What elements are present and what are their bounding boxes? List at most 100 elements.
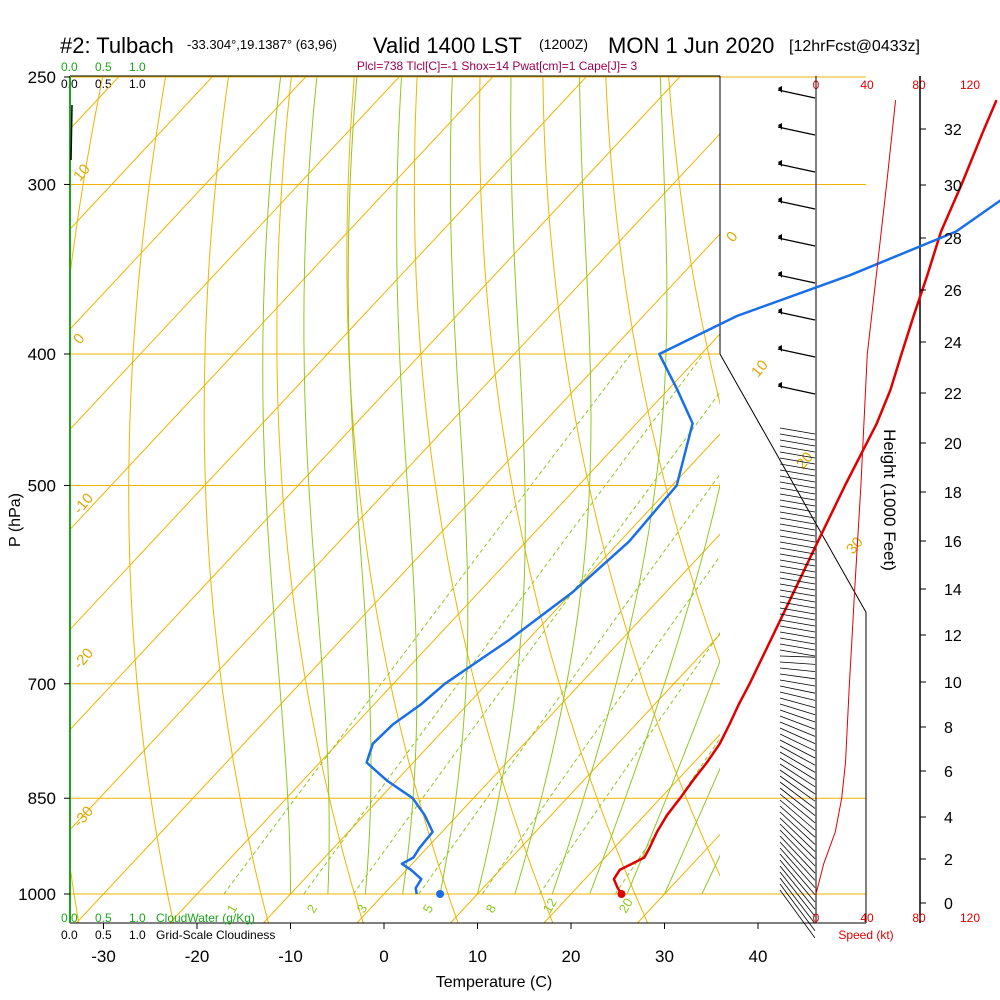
dry-adiabat-line bbox=[346, 76, 459, 923]
wind-barb bbox=[779, 787, 816, 816]
dry-adiabat-line bbox=[128, 76, 174, 923]
wind-barb bbox=[779, 703, 816, 716]
surface-temperature-marker bbox=[617, 890, 626, 898]
cloud-water-title: CloudWater (g/Kg) bbox=[156, 911, 255, 925]
isotherm-line bbox=[70, 76, 307, 330]
wind-barb-pennant bbox=[778, 345, 782, 352]
height-tick-label: 6 bbox=[944, 764, 953, 781]
wind-barb bbox=[779, 643, 816, 651]
dry-adiabat-line bbox=[276, 76, 364, 923]
speed-tick: 120 bbox=[960, 78, 980, 92]
wind-barb bbox=[779, 745, 816, 766]
isotherm-label: -10 bbox=[70, 490, 97, 518]
height-tick-label: 32 bbox=[944, 122, 962, 139]
wind-barb bbox=[779, 547, 816, 555]
isotherm-line bbox=[70, 76, 588, 631]
wind-barb bbox=[779, 553, 816, 561]
mixing-ratio-label: 5 bbox=[420, 902, 437, 916]
wind-barb bbox=[779, 697, 816, 708]
wind-barb-pennant bbox=[778, 160, 782, 167]
y-axis-title: P (hPa) bbox=[7, 493, 24, 547]
plot-frame bbox=[69, 75, 921, 924]
x-tick-label: 40 bbox=[749, 947, 768, 966]
height-tick-label: 2 bbox=[944, 852, 953, 869]
speed-tick: 80 bbox=[912, 911, 926, 925]
moist-adiabat-line bbox=[589, 482, 720, 895]
x-tick-label: -20 bbox=[185, 947, 210, 966]
moist-adiabat-line bbox=[551, 76, 668, 895]
stability-indices: Plcl=738 Tlcl[C]=-1 Shox=14 Pwat[cm]=1 C… bbox=[357, 59, 638, 73]
wind-barb bbox=[779, 535, 816, 543]
sounding-traces bbox=[365, 99, 1000, 898]
wind-barb bbox=[779, 811, 816, 845]
x-tick-label: 20 bbox=[562, 947, 581, 966]
speed-title: Speed (kt) bbox=[838, 928, 893, 942]
cloud-water-tick: 0.5 bbox=[95, 60, 112, 74]
moist-adiabat-line bbox=[514, 76, 592, 895]
wind-barb bbox=[779, 433, 816, 441]
wind-barb bbox=[779, 523, 816, 531]
wind-barb bbox=[779, 661, 816, 665]
dry-adiabat-line bbox=[605, 76, 720, 663]
wind-barb bbox=[779, 871, 816, 917]
wind-barb bbox=[779, 769, 816, 795]
skew-border bbox=[719, 353, 867, 923]
wind-barb bbox=[779, 517, 816, 525]
wind-barb bbox=[779, 781, 816, 809]
mixing-ratio-line bbox=[539, 631, 720, 895]
isotherm-line bbox=[169, 333, 720, 923]
wind-barb bbox=[779, 451, 816, 459]
isotherm-label: -20 bbox=[70, 645, 97, 673]
temperature-trace bbox=[612, 99, 998, 895]
wind-barb bbox=[779, 601, 816, 609]
wind-barb bbox=[779, 637, 816, 645]
moist-adiabat-line bbox=[439, 76, 469, 895]
speed-scale-top: 0 40 80 120 bbox=[813, 78, 981, 92]
wind-barb bbox=[779, 457, 816, 465]
wind-barb bbox=[777, 274, 816, 284]
isotherm-line bbox=[70, 133, 720, 831]
wind-barb bbox=[779, 571, 816, 579]
wind-barb bbox=[779, 709, 816, 723]
moist-adiabat-line bbox=[303, 76, 330, 895]
wind-barb bbox=[779, 493, 816, 501]
station-name: #2: Tulbach bbox=[60, 33, 174, 58]
moist-adiabat-line bbox=[396, 76, 418, 895]
wind-barbs bbox=[777, 86, 816, 939]
height-tick-label: 16 bbox=[944, 534, 962, 551]
cloudiness-title: Grid-Scale Cloudiness bbox=[156, 928, 275, 942]
height-tick-label: 20 bbox=[944, 436, 962, 453]
dry-adiabat-line bbox=[668, 76, 720, 406]
wind-barb bbox=[779, 583, 816, 591]
forecast-info: [12hrFcst@0433z] bbox=[789, 38, 920, 55]
cloud-water-tick: 0.5 bbox=[95, 911, 112, 925]
wind-barb bbox=[779, 499, 816, 507]
zulu-time: (1200Z) bbox=[539, 36, 588, 52]
wind-barb-pennant bbox=[778, 123, 782, 130]
height-tick-label: 4 bbox=[944, 810, 953, 827]
isotherm-line bbox=[543, 733, 720, 923]
wind-barb bbox=[779, 739, 816, 759]
cloudiness-tick: 0.5 bbox=[95, 928, 112, 942]
wind-barb bbox=[779, 619, 816, 627]
isotherm-line bbox=[70, 76, 401, 431]
wind-barb bbox=[777, 200, 816, 210]
wind-barb bbox=[779, 607, 816, 615]
x-tick-label: -10 bbox=[278, 947, 303, 966]
wind-barb bbox=[779, 859, 816, 903]
dry-adiabat-line bbox=[479, 76, 649, 923]
p-tick-label: 300 bbox=[28, 175, 56, 194]
wind-barb bbox=[779, 463, 816, 471]
wind-barb bbox=[779, 877, 816, 924]
cloud-water-tick: 1.0 bbox=[129, 60, 146, 74]
x-tick-label: 30 bbox=[655, 947, 674, 966]
speed-tick: 80 bbox=[912, 78, 926, 92]
wind-barb bbox=[779, 481, 816, 489]
wind-barb bbox=[777, 311, 816, 321]
mixing-ratio-label: 2 bbox=[304, 902, 321, 916]
wind-barb bbox=[779, 475, 816, 483]
cloudiness-scale-bottom: 0.0 0.5 1.0 Grid-Scale Cloudiness bbox=[61, 928, 275, 942]
wind-barb bbox=[779, 841, 816, 881]
wind-barb bbox=[779, 691, 816, 701]
